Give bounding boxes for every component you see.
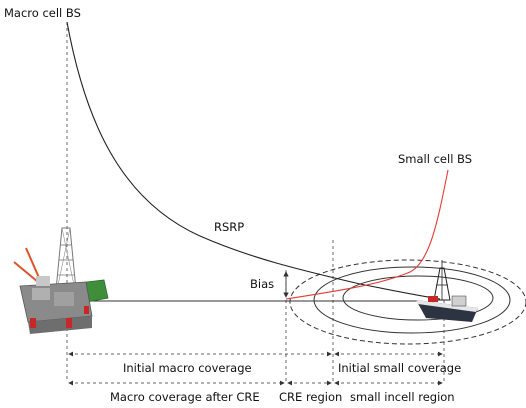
small-incell-ellipse [342,275,494,321]
offshore-platform-icon [13,227,109,334]
macro-bs-label: Macro cell BS [4,6,81,20]
macro-after-cre-label: Macro coverage after CRE [110,390,260,404]
cre-region-label: CRE region [279,390,343,404]
small-incell-label: small incell region [350,390,455,404]
small-coverage-ellipse [313,266,511,334]
initial-macro-label: Initial macro coverage [123,361,252,375]
small-rsrp-curve [285,169,449,300]
small-bs-label: Small cell BS [398,152,473,166]
initial-small-label: Initial small coverage [338,361,462,375]
cre-coverage-ellipse [289,259,526,345]
macro-rsrp-curve [66,21,441,300]
bias-label: Bias [250,277,275,291]
rsrp-label: RSRP [214,220,245,234]
ship-icon [416,260,478,322]
